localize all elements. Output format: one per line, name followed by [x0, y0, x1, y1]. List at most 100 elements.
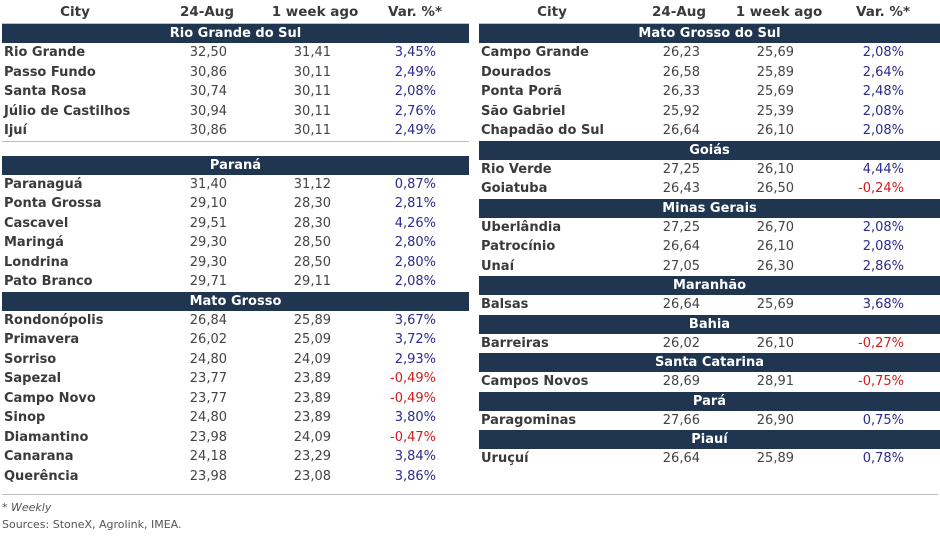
current-price-cell: 31,40 [189, 176, 227, 192]
city-cell: Ijuí [4, 123, 28, 138]
variation-cell: 0,87% [394, 176, 436, 192]
prev-price-cell: 26,10 [756, 123, 794, 138]
variation-cell: 4,26% [394, 215, 436, 231]
current-price-cell: 30,74 [189, 84, 227, 99]
prev-price-cell: 30,11 [293, 103, 331, 119]
current-price-cell: 26,02 [189, 332, 227, 347]
table-row: Uberlândia 27,25 26,70 2,08% [479, 218, 940, 238]
table-row: Sinop 24,80 23,89 3,80% [2, 408, 469, 428]
city-cell: Ponta Porã [481, 84, 562, 99]
current-price-cell: 30,86 [189, 64, 227, 80]
current-price-cell: 23,98 [189, 468, 227, 484]
current-price-cell: 24,18 [189, 449, 227, 464]
city-cell: Uruçuí [481, 451, 529, 466]
variation-cell: 2,81% [394, 196, 436, 211]
table-row: Ponta Grossa 29,10 28,30 2,81% [2, 194, 469, 214]
variation-cell: -0,75% [858, 374, 904, 389]
variation-cell: -0,27% [858, 335, 904, 351]
prev-price-cell: 25,89 [756, 64, 794, 80]
city-cell: Chapadão do Sul [481, 123, 605, 138]
state-band-parana: Paraná [2, 155, 469, 175]
variation-cell: 0,75% [862, 412, 904, 428]
prev-price-cell: 25,39 [756, 103, 794, 119]
current-price-cell: 26,33 [662, 84, 700, 99]
current-price-cell: 23,77 [189, 371, 227, 386]
state-band-bahia: Bahia [479, 314, 940, 334]
city-cell: Rondonópolis [4, 312, 104, 328]
variation-cell: 0,78% [862, 451, 904, 466]
prev-price-cell: 25,09 [293, 332, 331, 347]
city-cell: Londrina [4, 254, 69, 270]
current-price-cell: 27,25 [662, 161, 700, 177]
variation-cell: -0,24% [858, 181, 904, 196]
current-price-cell: 23,98 [189, 429, 227, 445]
variation-cell: 2,48% [862, 84, 904, 99]
city-cell: Paranaguá [4, 176, 83, 192]
variation-cell: 2,64% [862, 64, 904, 80]
footnote-sources: Sources: StoneX, Agrolink, IMEA. [2, 518, 182, 531]
city-cell: Uberlândia [481, 219, 562, 235]
city-cell: Goiatuba [481, 181, 548, 196]
variation-cell: 2,08% [862, 45, 904, 60]
current-price-cell: 27,66 [662, 412, 700, 428]
table-row: Paranaguá 31,40 31,12 0,87% [2, 175, 469, 195]
header-current-date: 24-Aug [179, 4, 235, 20]
right-table-body: Mato Grosso do Sul Campo Grande 26,23 25,69… [479, 24, 940, 469]
variation-cell: 3,67% [394, 312, 436, 328]
variation-cell: 2,08% [862, 123, 904, 138]
current-price-cell: 29,10 [189, 196, 227, 211]
variation-cell: -0,49% [390, 390, 436, 406]
table-row: Ponta Porã 26,33 25,69 2,48% [479, 82, 940, 102]
variation-cell: -0,49% [390, 371, 436, 386]
table-row: Cascavel 29,51 28,30 4,26% [2, 214, 469, 234]
current-price-cell: 26,02 [662, 335, 700, 351]
variation-cell: 2,08% [862, 239, 904, 254]
table-row: Canarana 24,18 23,29 3,84% [2, 447, 469, 467]
table-row: Chapadão do Sul 26,64 26,10 2,08% [479, 121, 940, 141]
prev-price-cell: 25,89 [756, 451, 794, 466]
current-price-cell: 26,64 [662, 123, 700, 138]
prev-price-cell: 30,11 [293, 64, 331, 80]
right-price-table: City 24-Aug 1 week ago Var. %* Mato Gros… [479, 3, 940, 469]
city-cell: Sinop [4, 410, 46, 425]
prev-price-cell: 26,50 [756, 181, 794, 196]
left-price-table: City 24-Aug 1 week ago Var. %* Rio Grand… [2, 3, 469, 486]
prev-price-cell: 23,89 [293, 371, 331, 386]
prev-price-cell: 23,29 [293, 449, 331, 464]
prev-price-cell: 26,30 [756, 258, 794, 274]
prev-price-cell: 28,30 [293, 196, 331, 211]
table-row: Paragominas 27,66 26,90 0,75% [479, 411, 940, 431]
left-table-body: Rio Grande do Sul Rio Grande 32,50 31,41 3,4… [2, 24, 469, 486]
table-header: City 24-Aug 1 week ago Var. %* [479, 3, 940, 24]
city-cell: Unaí [481, 258, 515, 274]
table-row: Unaí 27,05 26,30 2,86% [479, 257, 940, 277]
current-price-cell: 30,86 [189, 123, 227, 138]
prev-price-cell: 29,11 [293, 274, 331, 289]
city-cell: Campo Novo [4, 390, 96, 406]
header-city: City [60, 4, 90, 20]
state-band-mato-grosso: Mato Grosso [2, 291, 469, 311]
state-band-piaui: Piauí [479, 430, 940, 449]
variation-cell: 3,45% [394, 45, 436, 60]
prev-price-cell: 23,89 [293, 390, 331, 406]
header-prev-date: 1 week ago [271, 4, 359, 20]
current-price-cell: 27,05 [662, 258, 700, 274]
city-cell: Paragominas [481, 412, 577, 428]
prev-price-cell: 23,08 [293, 468, 331, 484]
prev-price-cell: 25,69 [756, 297, 794, 312]
city-cell: Rio Verde [481, 161, 552, 177]
current-price-cell: 26,64 [662, 297, 700, 312]
state-band-rio-grande-do-sul: Rio Grande do Sul [2, 24, 469, 43]
prev-price-cell: 31,41 [293, 45, 331, 60]
prev-price-cell: 25,69 [756, 45, 794, 60]
city-cell: Patrocínio [481, 239, 556, 254]
prev-price-cell: 24,09 [293, 429, 331, 445]
current-price-cell: 26,84 [189, 312, 227, 328]
variation-cell: 2,08% [862, 103, 904, 119]
variation-cell: 2,49% [394, 64, 436, 80]
current-price-cell: 27,25 [662, 219, 700, 235]
table-row: Rio Verde 27,25 26,10 4,44% [479, 160, 940, 180]
header-prev-date: 1 week ago [735, 4, 823, 20]
table-row: São Gabriel 25,92 25,39 2,08% [479, 102, 940, 122]
variation-cell: 2,93% [394, 351, 436, 367]
